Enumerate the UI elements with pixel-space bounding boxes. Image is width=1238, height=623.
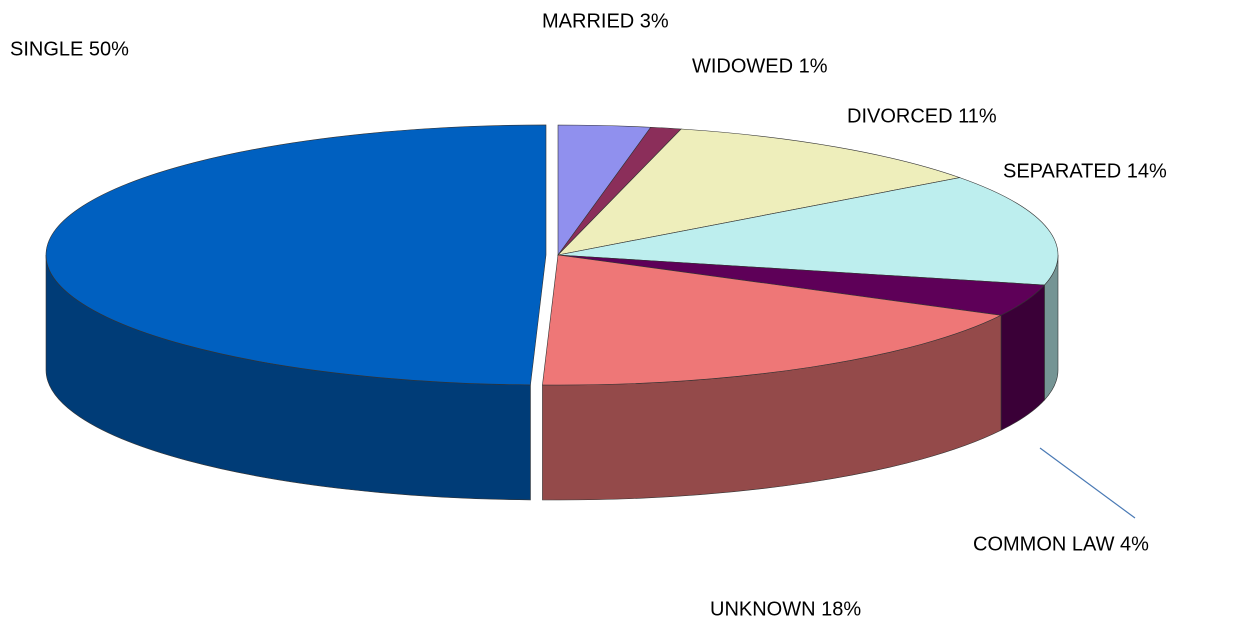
- slice: [557, 128, 961, 256]
- slice: [557, 177, 1059, 286]
- slice-label: SINGLE 50%: [10, 38, 129, 60]
- slice: [45, 124, 547, 386]
- slice-label: MARRIED 3%: [542, 10, 669, 32]
- slice-label: UNKNOWN 18%: [710, 598, 861, 620]
- slice-label: COMMON LAW 4%: [973, 533, 1149, 555]
- slice: [542, 254, 1003, 386]
- leader-line: [1039, 447, 1136, 519]
- slice-label: SEPARATED 14%: [1003, 160, 1167, 182]
- slice-label: WIDOWED 1%: [692, 55, 828, 77]
- slice-label: DIVORCED 11%: [847, 105, 997, 127]
